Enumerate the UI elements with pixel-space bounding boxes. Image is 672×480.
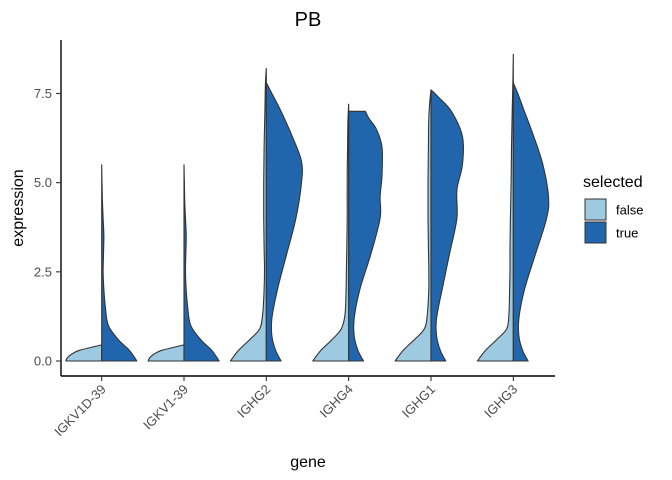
x-tick-label: IGHG3	[481, 382, 520, 421]
x-tick-label: IGHG4	[317, 382, 356, 421]
x-axis-ticks: IGKV1D-39 IGKV1-39 IGHG2 IGHG4 IGHG1 IGHG3	[51, 376, 520, 439]
x-tick-label: IGKV1-39	[140, 382, 191, 433]
y-tick-label: 0.0	[34, 354, 52, 369]
x-tick-label: IGKV1D-39	[51, 382, 109, 440]
y-axis-ticks: 0.0 2.5 5.0 7.5	[34, 86, 61, 369]
legend: selected false true	[583, 174, 643, 244]
legend-key-true	[584, 221, 607, 244]
y-tick-label: 2.5	[34, 264, 52, 279]
x-tick-label: IGHG2	[234, 382, 273, 421]
violin-true-igkv1-39	[183, 164, 220, 362]
x-axis-title: gene	[290, 454, 326, 471]
violin-false-igkv1-39	[147, 344, 185, 362]
violin-true-ighg3	[512, 82, 550, 362]
y-tick-label: 7.5	[34, 86, 52, 101]
x-tick-label: IGHG1	[399, 382, 438, 421]
chart-title: PB	[295, 9, 322, 31]
legend-label-true: true	[616, 226, 638, 241]
legend-key-false	[584, 198, 607, 221]
violin-false-igkv1d-39	[65, 344, 103, 362]
violin-true-ighg4	[348, 110, 384, 362]
violin-false-ighg2	[229, 67, 267, 362]
violin-true-ighg2	[265, 82, 303, 362]
violin-layer	[65, 53, 550, 362]
legend-label-false: false	[616, 203, 643, 218]
y-tick-label: 5.0	[34, 175, 52, 190]
violin-true-ighg1	[430, 89, 465, 362]
legend-title: selected	[583, 174, 643, 191]
legend-items: false true	[584, 198, 643, 244]
y-axis-title: expression	[10, 169, 27, 246]
violin-true-igkv1d-39	[101, 164, 138, 362]
violin-false-ighg1	[394, 89, 432, 362]
violin-false-ighg4	[312, 103, 350, 362]
violin-false-ighg3	[476, 53, 514, 362]
